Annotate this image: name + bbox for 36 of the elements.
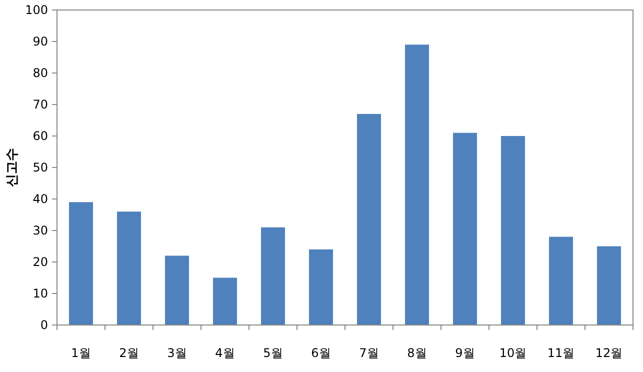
bar [597,246,621,325]
y-tick-label: 10 [32,286,48,300]
bar [309,249,333,325]
y-tick-label: 90 [32,34,48,48]
bar [405,44,429,325]
y-tick-label: 60 [32,129,48,143]
y-tick-label: 70 [32,98,48,112]
bar [357,114,381,325]
y-tick-label: 40 [32,192,48,206]
x-tick-label: 6월 [311,346,331,360]
bar [165,256,189,325]
bar [453,132,477,325]
bar [501,136,525,325]
bar [261,227,285,325]
x-tick-label: 11월 [547,346,575,360]
bar [549,236,573,325]
bar [213,278,237,325]
x-tick-label: 7월 [359,346,379,360]
x-tick-label: 12월 [595,346,623,360]
y-tick-label: 30 [32,224,48,238]
x-tick-label: 4월 [215,346,235,360]
x-tick-label: 2월 [119,346,139,360]
y-tick-label: 50 [32,160,48,174]
x-tick-label: 8월 [407,346,427,360]
bar [69,202,93,325]
y-tick-label: 20 [32,255,48,269]
x-tick-label: 5월 [263,346,283,360]
x-tick-label: 9월 [455,346,475,360]
y-tick-label: 0 [40,318,48,332]
bar [117,212,141,325]
x-tick-label: 3월 [167,346,187,360]
y-axis-title: 신고수 [5,148,20,187]
x-tick-label: 1월 [71,346,91,360]
y-tick-label: 80 [32,66,48,80]
x-tick-label: 10월 [499,346,527,360]
y-tick-label: 100 [25,3,48,17]
